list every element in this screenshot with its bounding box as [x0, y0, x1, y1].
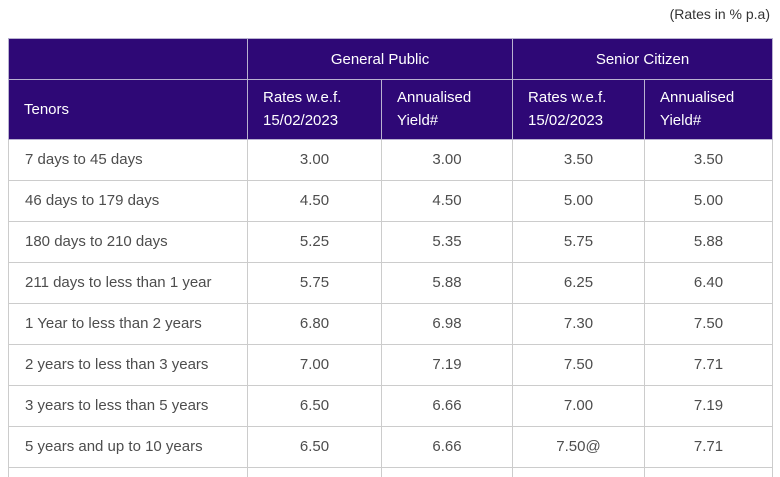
table-header: General Public Senior Citizen Tenors Rat… [8, 38, 774, 140]
table-body: 7 days to 45 days 3.00 3.00 3.50 3.50 46 days… [8, 138, 774, 468]
tenors-header-cell: Tenors [8, 79, 248, 140]
rate-value-cell: 5.75 [247, 261, 382, 304]
gp-rates-header-cell: Rates w.e.f. 15/02/2023 [247, 79, 382, 140]
rate-value-cell: 7.71 [644, 425, 774, 468]
rate-value-cell: 5.88 [644, 220, 774, 263]
tenor-cell: 7 days to 45 days [8, 138, 248, 181]
group-header-general-public: General Public [246, 38, 514, 80]
rate-value-cell: 6.98 [380, 302, 514, 345]
gp-yield-header-cell: Annualised Yield# [380, 79, 514, 140]
table-row: 7 days to 45 days 3.00 3.00 3.50 3.50 [8, 138, 774, 181]
group-header-row: General Public Senior Citizen [8, 38, 774, 80]
tenor-cell [8, 466, 248, 477]
rate-value-cell: 5.88 [380, 261, 514, 304]
rate-value-cell: 5.35 [380, 220, 514, 263]
rates-table: General Public Senior Citizen Tenors Rat… [8, 38, 774, 477]
rate-value-cell: 7.00 [247, 343, 382, 386]
rate-value-cell [247, 466, 382, 477]
tenor-cell: 1 Year to less than 2 years [8, 302, 248, 345]
sub-header-row: Tenors Rates w.e.f. 15/02/2023 Annualise… [8, 79, 774, 140]
rate-value-cell: 7.30 [512, 302, 646, 345]
rates-unit-note: (Rates in % p.a) [669, 6, 770, 22]
rate-value-cell: 6.25 [512, 261, 646, 304]
tenor-cell: 2 years to less than 3 years [8, 343, 248, 386]
rate-value-cell: 6.50 [247, 425, 382, 468]
rate-value-cell: 7.71 [644, 343, 774, 386]
table-row: 211 days to less than 1 year 5.75 5.88 6.25… [8, 261, 774, 304]
table-row: 180 days to 210 days 5.25 5.35 5.75 5.88 [8, 220, 774, 263]
table-row: 2 years to less than 3 years 7.00 7.19 7.50… [8, 343, 774, 386]
table-row: 5 years and up to 10 years 6.50 6.66 7.50@ 7… [8, 425, 774, 468]
rate-value-cell: 3.50 [644, 138, 774, 181]
rate-value-cell: 6.66 [380, 384, 514, 427]
rate-value-cell: 4.50 [380, 179, 514, 222]
table-row: 3 years to less than 5 years 6.50 6.66 7.00… [8, 384, 774, 427]
rate-value-cell: 7.00 [512, 384, 646, 427]
rate-value-cell: 7.50 [644, 302, 774, 345]
tenor-cell: 180 days to 210 days [8, 220, 248, 263]
rate-value-cell: 5.00 [644, 179, 774, 222]
table-footer [8, 466, 774, 477]
table-row: 1 Year to less than 2 years 6.80 6.98 7.30 7… [8, 302, 774, 345]
rate-value-cell: 5.25 [247, 220, 382, 263]
table-row: 46 days to 179 days 4.50 4.50 5.00 5.00 [8, 179, 774, 222]
table-row-partial [8, 466, 774, 477]
rate-value-cell [644, 466, 774, 477]
tenor-cell: 3 years to less than 5 years [8, 384, 248, 427]
sc-yield-header-cell: Annualised Yield# [644, 79, 774, 140]
rate-value-cell [512, 466, 646, 477]
rate-value-cell: 7.50 [512, 343, 646, 386]
tenor-cell: 211 days to less than 1 year [8, 261, 248, 304]
rate-value-cell: 7.50@ [512, 425, 646, 468]
rate-value-cell: 6.50 [247, 384, 382, 427]
rate-value-cell: 7.19 [380, 343, 514, 386]
rate-value-cell: 6.80 [247, 302, 382, 345]
rate-value-cell: 6.40 [644, 261, 774, 304]
rate-value-cell: 3.00 [380, 138, 514, 181]
rate-value-cell: 7.19 [644, 384, 774, 427]
rate-value-cell: 6.66 [380, 425, 514, 468]
rate-value-cell: 5.75 [512, 220, 646, 263]
tenor-cell: 46 days to 179 days [8, 179, 248, 222]
corner-cell [8, 38, 248, 80]
sc-rates-header-cell: Rates w.e.f. 15/02/2023 [512, 79, 646, 140]
rate-value-cell: 3.50 [512, 138, 646, 181]
tenor-cell: 5 years and up to 10 years [8, 425, 248, 468]
rate-value-cell [380, 466, 514, 477]
group-header-senior-citizen: Senior Citizen [512, 38, 774, 80]
rate-value-cell: 5.00 [512, 179, 646, 222]
rate-value-cell: 3.00 [247, 138, 382, 181]
rate-value-cell: 4.50 [247, 179, 382, 222]
